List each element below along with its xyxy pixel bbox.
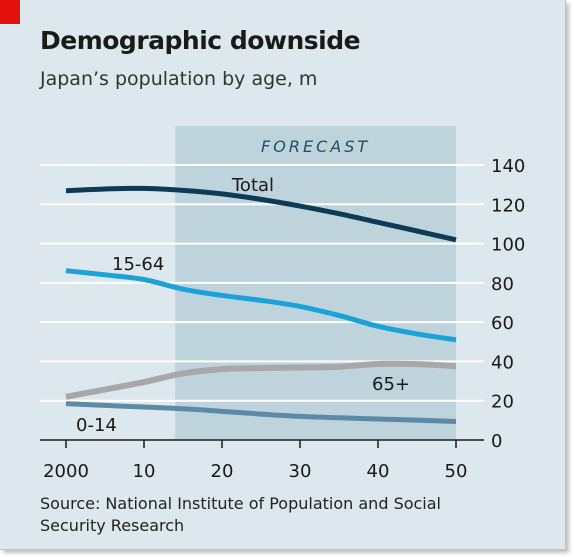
brand-accent-tag [0,0,20,24]
series-label-0-14: 0-14 [76,415,117,436]
y-tick-label: 120 [491,195,525,216]
series-line-0-14 [65,401,457,425]
series-line-65 [65,360,457,400]
y-tick-label: 60 [491,313,514,334]
series-label-total: Total [231,175,274,196]
series-lines [65,185,457,425]
forecast-label: FORECAST [261,137,370,156]
y-tick-label: 100 [491,235,525,256]
x-tick-label: 30 [289,461,312,482]
y-tick-label: 0 [491,431,502,452]
series-line-total [65,185,457,243]
x-tick-label: 20 [211,461,234,482]
y-tick-label: 140 [491,156,525,177]
series-line-15-64 [65,268,457,343]
series-label-65: 65+ [372,374,410,395]
x-tick-label: 40 [367,461,390,482]
chart-title: Demographic downside [40,26,361,55]
series-labels: Total 15-64 65+ 0-14 [76,175,410,436]
line-chart: FORECAST Total 15-64 65+ 0-14 0 20 40 60 80 100 1… [40,126,525,482]
y-axis-tick-labels: 0 20 40 60 80 100 120 140 [491,156,525,452]
y-tick-label: 80 [491,274,514,295]
x-tick-label: 50 [445,461,468,482]
y-tick-label: 20 [491,392,514,413]
x-tick-label: 10 [133,461,156,482]
x-tick-label: 2000 [43,461,89,482]
source-note: Source: National Institute of Population… [40,494,441,535]
series-label-15-64: 15-64 [112,254,164,275]
chart-subtitle: Japan’s population by age, m [40,68,318,90]
x-axis: 2000 10 20 30 40 50 [43,440,467,482]
y-tick-label: 40 [491,352,514,373]
chart-panel: Demographic downside Japan’s population … [0,0,566,550]
